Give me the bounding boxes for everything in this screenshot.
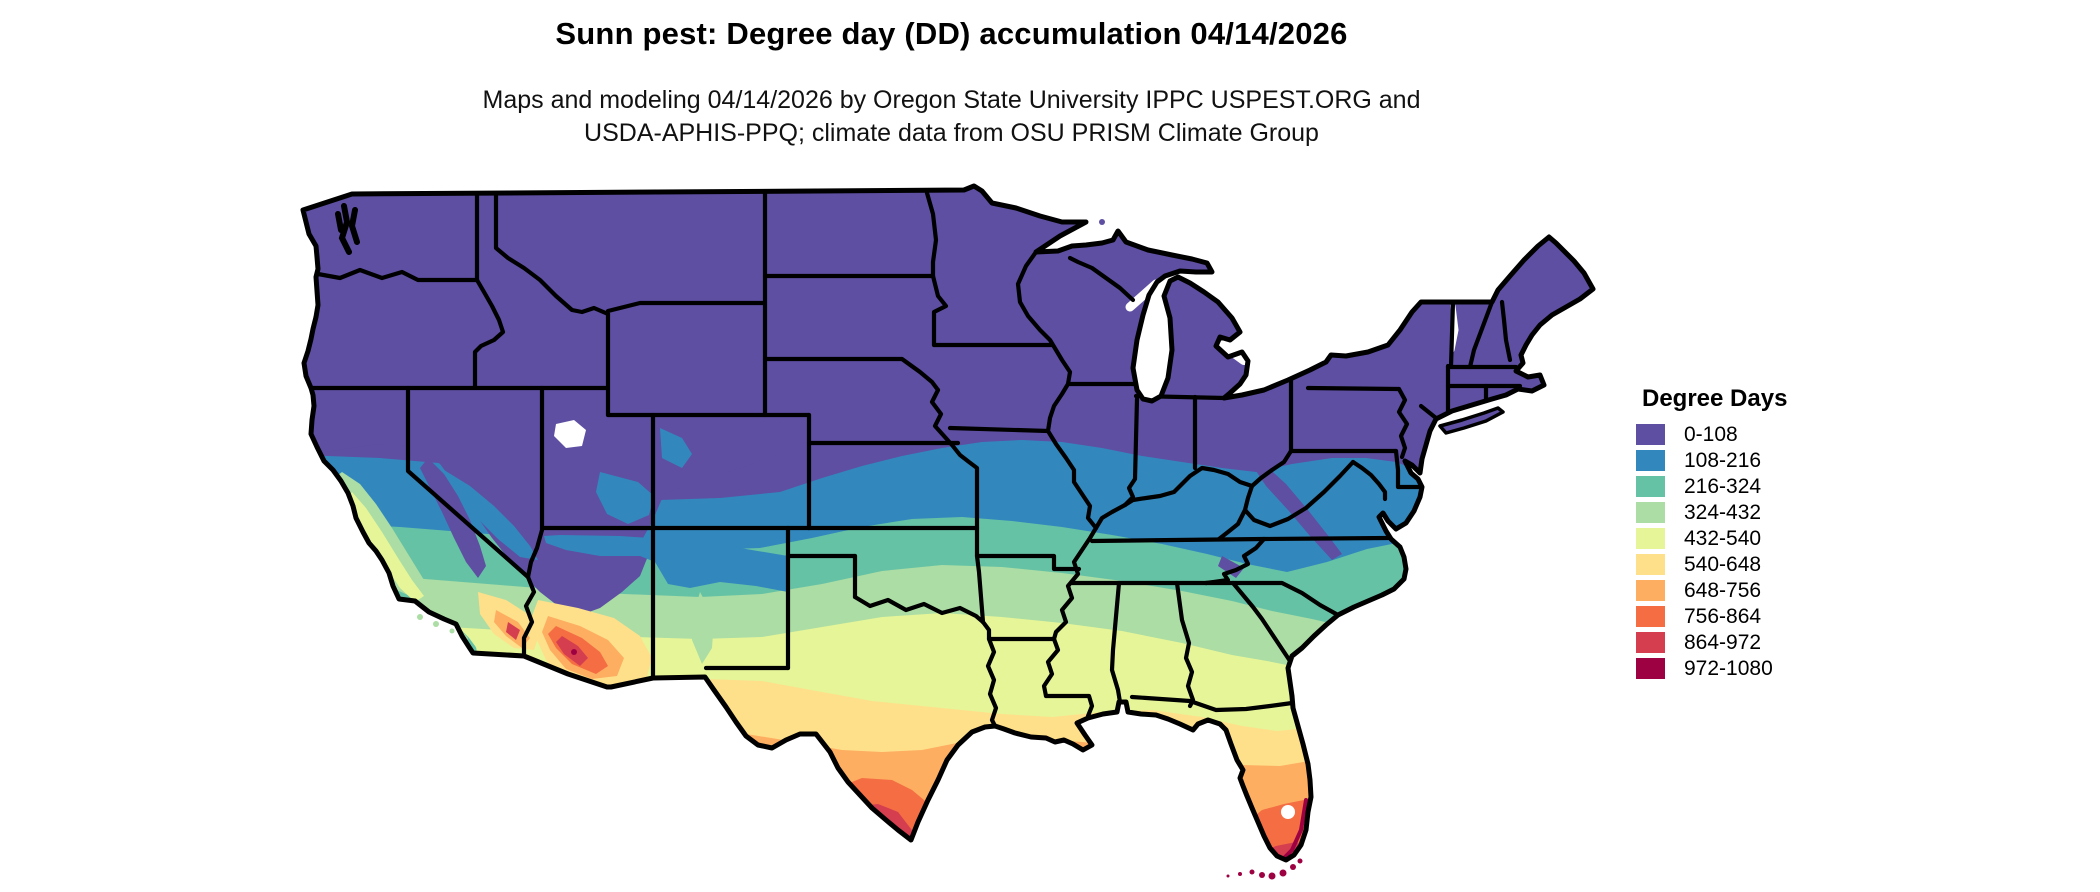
florida-key (1238, 872, 1242, 876)
florida-key (1268, 872, 1276, 880)
legend-entry-label: 864-972 (1684, 630, 1762, 654)
legend-row: 972-1080 (1636, 656, 1787, 680)
legend-entry-label: 324-432 (1684, 500, 1762, 524)
florida-key (1249, 869, 1255, 875)
band-648-756 (303, 718, 1593, 860)
legend-title: Degree Days (1642, 385, 1788, 412)
subtitle-line-2: USDA-APHIS-PPQ; climate data from OSU PR… (584, 119, 1319, 147)
channel-island (449, 628, 455, 634)
legend-row: 432-540 (1636, 526, 1787, 550)
map-title: Sunn pest: Degree day (DD) accumulation … (555, 16, 1348, 51)
legend: Degree Days 0-108 108-216 216-324 324-432 43… (1636, 385, 1787, 684)
legend-row: 216-324 (1636, 474, 1787, 498)
legend-swatch (1636, 424, 1665, 445)
legend-swatch (1636, 450, 1665, 471)
sierra-nevada-ridge (420, 458, 486, 578)
legend-row: 648-756 (1636, 578, 1787, 602)
smoky-mountains-spot (1218, 556, 1244, 578)
legend-swatch (1636, 580, 1665, 601)
legend-row: 756-864 (1636, 604, 1787, 628)
beaver-island (1169, 285, 1175, 291)
arizona-extreme-spot (571, 649, 577, 655)
legend-swatch (1636, 554, 1665, 575)
legend-row: 0-108 (1636, 422, 1787, 446)
southern-nevada-warm-pocket (438, 470, 538, 560)
legend-entry-label: 108-216 (1684, 448, 1762, 472)
puget-sound-inlets (335, 203, 360, 255)
legend-row: 108-216 (1636, 448, 1787, 472)
imperial-valley-hottest (506, 622, 520, 640)
florida-key (1279, 869, 1287, 877)
subtitle-line-1: Maps and modeling 04/14/2026 by Oregon S… (482, 86, 1421, 114)
legend-entry-label: 540-648 (1684, 552, 1762, 576)
map-subtitle: Maps and modeling 04/14/2026 by Oregon S… (0, 84, 1903, 150)
florida-key (1259, 872, 1265, 878)
lake-okeechobee (1281, 805, 1295, 819)
legend-entry-label: 756-864 (1684, 604, 1762, 628)
florida-key (1297, 858, 1303, 864)
channel-island (433, 621, 439, 627)
rio-grande-valley-strip (692, 592, 714, 664)
four-corners-warm-band (544, 535, 788, 592)
band-972-1080 (303, 838, 1593, 860)
legend-row: 540-648 (1636, 552, 1787, 576)
legend-swatch (1636, 502, 1665, 523)
legend-entry-label: 648-756 (1684, 578, 1762, 602)
band-864-972 (303, 804, 1593, 860)
great-salt-lake (554, 420, 586, 448)
legend-swatch (1636, 528, 1665, 549)
florida-key (1290, 864, 1296, 870)
north-coast-strip (303, 389, 312, 469)
isle-royale (1099, 219, 1105, 225)
legend-row: 864-972 (1636, 630, 1787, 654)
legend-entries: 0-108 108-216 216-324 324-432 432-540 540-648… (1636, 422, 1787, 680)
legend-row: 324-432 (1636, 500, 1787, 524)
legend-swatch (1636, 658, 1665, 679)
long-island (1438, 406, 1505, 435)
southeast-utah-warm-pocket (596, 472, 654, 524)
offshore-islands (417, 219, 1303, 880)
legend-entry-label: 0-108 (1684, 422, 1738, 446)
central-valley-core (346, 492, 424, 602)
florida-key (1226, 874, 1230, 878)
state-borders (309, 190, 1523, 729)
florida-se-coast-extreme (1282, 798, 1308, 860)
west-colorado-warm-pocket (660, 428, 692, 468)
legend-swatch (1636, 476, 1665, 497)
legend-entry-label: 432-540 (1684, 526, 1762, 550)
legend-entry-label: 972-1080 (1684, 656, 1773, 680)
channel-island (417, 614, 423, 620)
legend-swatch (1636, 606, 1665, 627)
legend-entry-label: 216-324 (1684, 474, 1762, 498)
band-756-864 (303, 778, 1593, 860)
legend-swatch (1636, 632, 1665, 653)
